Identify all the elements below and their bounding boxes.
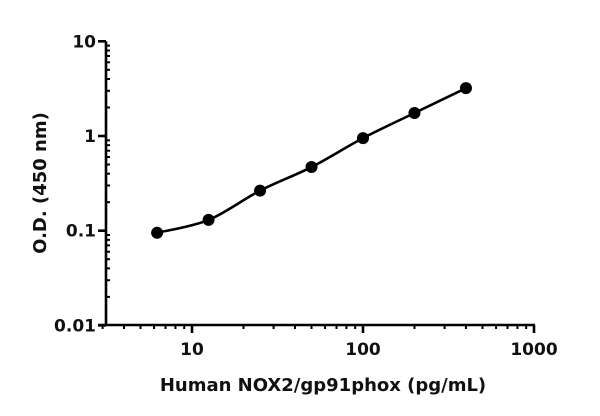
x-tick-label: 1000	[510, 340, 557, 360]
x-tick-label: 10	[180, 340, 204, 360]
y-axis-title: O.D. (450 nm)	[30, 112, 51, 254]
data-point	[357, 132, 369, 145]
y-tick-label: 1	[84, 127, 96, 147]
data-point	[202, 213, 215, 226]
y-tick-label: 0.1	[66, 222, 96, 242]
y-axis: 0.01 0.1 1 10	[54, 32, 110, 336]
x-axis-title: Human NOX2/gp91phox (pg/mL)	[160, 375, 486, 396]
x-axis: 10 100 1000	[98, 323, 558, 360]
data-point	[459, 82, 472, 95]
x-tick-label: 100	[345, 340, 381, 360]
y-tick-label: 0.01	[54, 316, 96, 336]
data-point	[408, 106, 421, 119]
data-point	[305, 161, 318, 174]
data-point	[254, 184, 267, 197]
data-point	[151, 226, 164, 239]
data-points	[151, 82, 472, 239]
fit-curve	[156, 86, 467, 235]
y-tick-label: 10	[72, 32, 96, 52]
